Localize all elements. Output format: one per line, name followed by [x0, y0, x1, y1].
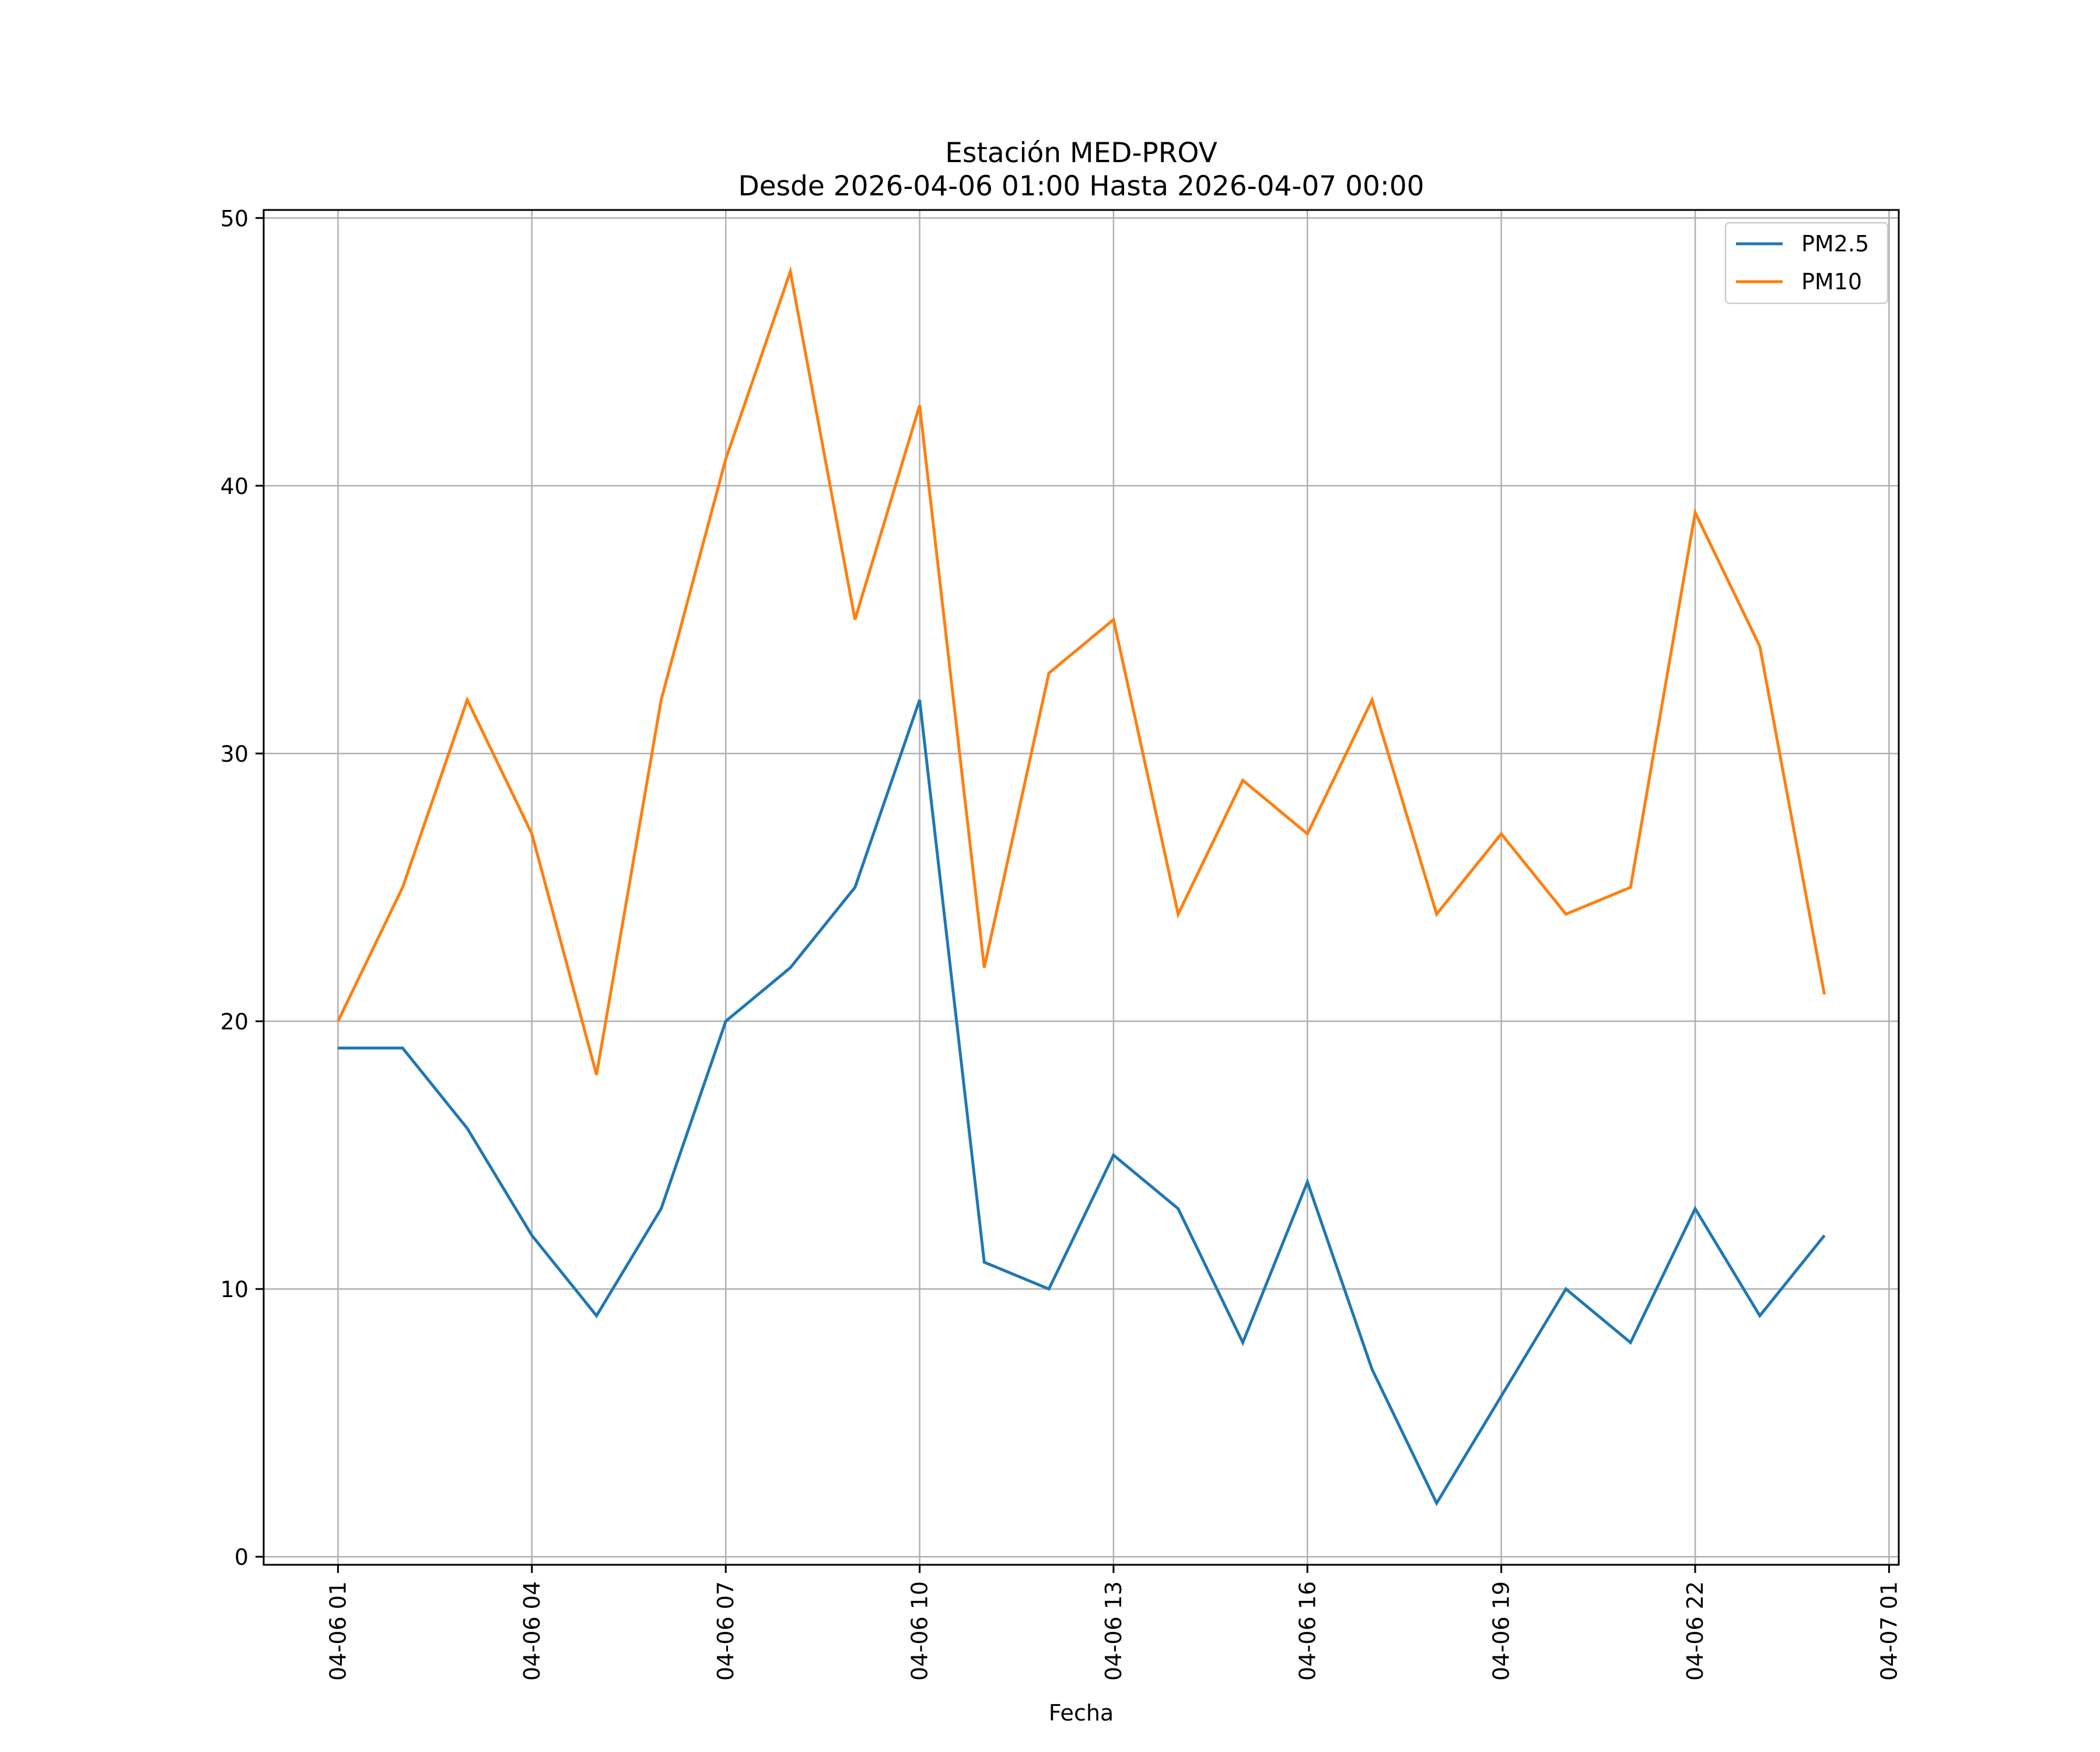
axis-ticks: 04-06 01 04-06 04 04-06 07 04-06 10 04-06 13…	[220, 206, 1902, 1681]
legend-label: PM2.5	[1801, 231, 1869, 257]
x-tick-label: 04-06 01	[325, 1581, 351, 1681]
y-tick-label: 10	[220, 1277, 249, 1302]
x-tick-label: 04-06 22	[1682, 1581, 1708, 1681]
x-axis-label: Fecha	[1049, 1700, 1114, 1726]
y-tick-label: 30	[220, 741, 249, 767]
chart-subtitle: Desde 2026-04-06 01:00 Hasta 2026-04-07 …	[738, 170, 1424, 202]
x-tick-label: 04-06 10	[907, 1581, 933, 1681]
legend: PM2.5 PM10	[1724, 222, 1889, 304]
y-tick-label: 0	[235, 1544, 249, 1570]
series-lines	[337, 265, 1826, 1506]
x-tick-label: 04-07 01	[1876, 1581, 1902, 1681]
x-tick-label: 04-06 13	[1101, 1581, 1126, 1681]
x-tick-label: 04-06 07	[713, 1581, 738, 1681]
series-line-pm25	[338, 699, 1826, 1506]
grid	[264, 210, 1899, 1565]
plot-frame	[262, 209, 1900, 1566]
series-line-pm10	[337, 265, 1826, 1075]
y-tick-label: 20	[220, 1009, 249, 1035]
legend-label: PM10	[1801, 269, 1862, 295]
x-tick-label: 04-06 16	[1294, 1581, 1320, 1681]
x-tick-label: 04-06 19	[1489, 1581, 1514, 1681]
y-tick-label: 50	[220, 206, 249, 232]
chart-title: Estación MED-PROV	[945, 137, 1217, 169]
x-tick-label: 04-06 04	[519, 1581, 545, 1681]
y-tick-label: 40	[220, 474, 249, 499]
